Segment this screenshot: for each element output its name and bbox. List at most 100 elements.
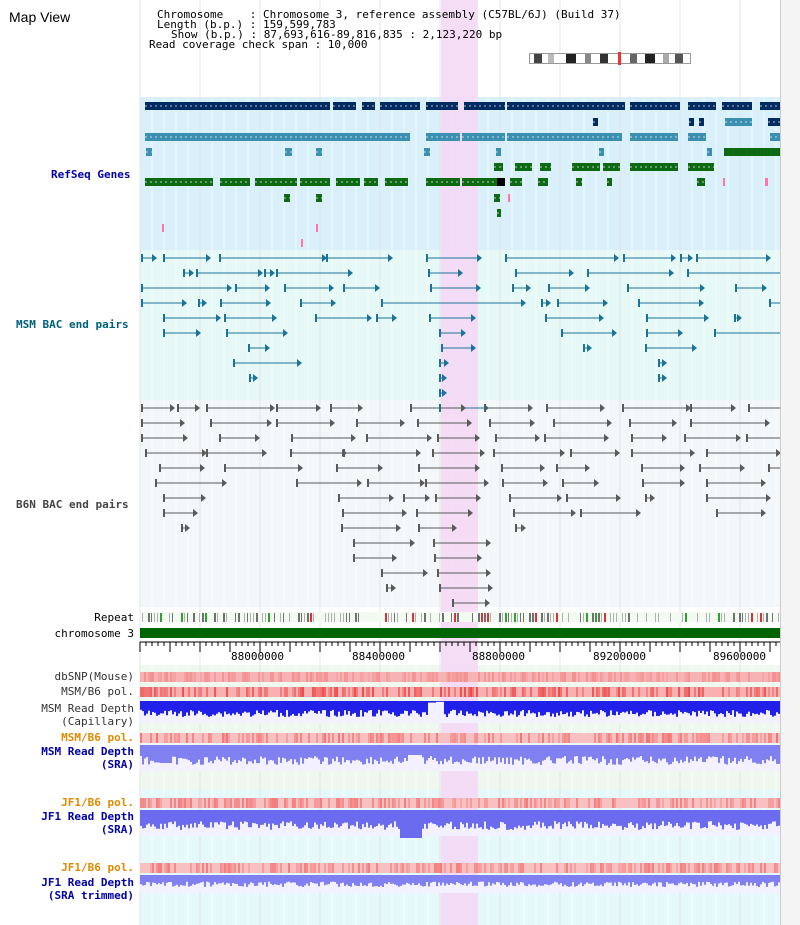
depth-bar — [378, 875, 380, 887]
heat-cell — [534, 798, 536, 808]
depth-bar — [352, 810, 354, 826]
heat-cell — [492, 863, 494, 873]
depth-bar — [626, 875, 628, 886]
depth-bar — [252, 701, 254, 716]
bac-end — [631, 434, 633, 442]
heat-cell — [212, 798, 214, 808]
depth-bar — [658, 701, 660, 716]
bac-end — [569, 269, 574, 277]
track-label-b6n-bac[interactable]: B6N BAC end pairs — [16, 498, 129, 511]
bac-end — [416, 509, 418, 517]
heat-cell — [700, 687, 702, 697]
depth-bar — [608, 701, 610, 716]
heat-cell — [390, 863, 392, 873]
bac-end — [358, 404, 363, 412]
gene-block — [723, 178, 725, 186]
heat-cell — [426, 672, 428, 682]
depth-bar — [696, 701, 698, 717]
heat-cell — [662, 798, 664, 808]
page-title: Map View — [9, 9, 71, 25]
heat-cell — [696, 863, 698, 873]
gene-block — [285, 148, 292, 156]
bac-end — [484, 479, 489, 487]
depth-bar — [416, 875, 418, 885]
bac-end — [441, 344, 443, 352]
heat-cell — [474, 733, 476, 743]
bac-end — [388, 254, 393, 262]
heat-cell — [362, 687, 364, 697]
repeat-element — [487, 613, 489, 622]
heat-cell — [492, 687, 494, 697]
bac-end — [696, 254, 698, 262]
heat-cell — [474, 863, 476, 873]
bac-end — [226, 329, 228, 337]
depth-bar — [212, 701, 214, 715]
bac-end — [389, 494, 394, 502]
bac-end — [141, 419, 143, 427]
depth-bar — [600, 810, 602, 828]
heat-cell — [194, 687, 196, 697]
depth-bar — [326, 745, 328, 758]
depth-bar — [740, 875, 742, 886]
depth-bar — [582, 745, 584, 757]
depth-bar — [374, 745, 376, 760]
depth-bar — [526, 875, 528, 887]
depth-bar — [468, 810, 470, 829]
depth-bar — [394, 701, 396, 716]
depth-bar — [580, 875, 582, 883]
heat-cell — [738, 863, 740, 873]
depth-bar — [158, 810, 160, 829]
heat-cell — [228, 863, 230, 873]
depth-bar — [756, 875, 758, 887]
show-range-info: Show (b.p.) : 87,693,616-89,816,835 : 2,… — [171, 28, 503, 41]
heat-cell — [156, 687, 158, 697]
depth-bar — [554, 875, 556, 882]
depth-bar — [366, 875, 368, 887]
depth-bar — [774, 745, 776, 760]
depth-bar — [496, 701, 498, 716]
heat-cell — [262, 672, 264, 682]
depth-bar — [294, 810, 296, 824]
depth-bar — [476, 701, 478, 717]
depth-bar — [372, 810, 374, 829]
track-label-refseq[interactable]: RefSeq Genes — [51, 168, 131, 181]
heat-cell — [556, 798, 558, 808]
heat-cell — [318, 687, 320, 697]
heat-cell — [458, 863, 460, 873]
heat-cell — [344, 687, 346, 697]
heat-cell — [160, 687, 162, 697]
depth-bar — [242, 745, 244, 758]
heat-cell — [318, 672, 320, 682]
heat-cell — [686, 733, 688, 743]
depth-bar — [674, 701, 676, 714]
depth-bar — [212, 875, 214, 885]
depth-bar — [412, 810, 414, 838]
depth-bar — [256, 810, 258, 825]
vertical-scrollbar[interactable] — [780, 0, 800, 925]
bac-end — [690, 449, 695, 457]
track-label-msm-bac[interactable]: MSM BAC end pairs — [16, 318, 129, 331]
repeat-element — [556, 613, 558, 622]
heat-cell — [628, 733, 630, 743]
heat-cell — [394, 798, 396, 808]
bac-end — [367, 314, 372, 322]
chromosome-ideogram[interactable] — [529, 52, 691, 65]
heat-cell — [186, 798, 188, 808]
depth-bar — [634, 810, 636, 828]
depth-bar — [370, 745, 372, 757]
depth-bar — [246, 875, 248, 887]
depth-bar — [680, 875, 682, 883]
depth-bar — [208, 875, 210, 883]
depth-bar — [386, 810, 388, 828]
heat-cell — [338, 798, 340, 808]
heat-cell — [296, 863, 298, 873]
heat-cell — [368, 687, 370, 697]
repeat-element — [151, 613, 152, 622]
heat-cell — [198, 863, 200, 873]
bac-end — [475, 464, 480, 472]
bac-end — [642, 479, 644, 487]
depth-bar — [566, 701, 568, 713]
depth-bar — [710, 745, 712, 758]
depth-bar — [374, 810, 376, 827]
